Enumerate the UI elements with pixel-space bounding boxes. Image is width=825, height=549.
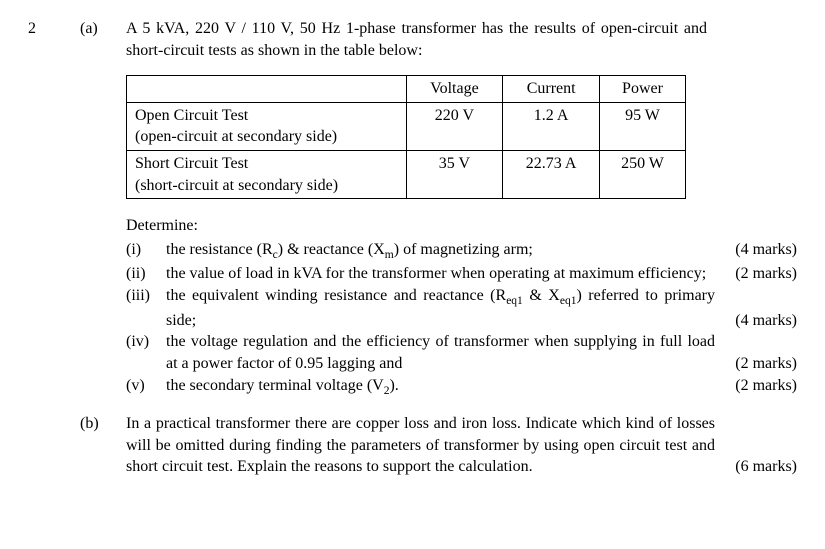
table-cell: 95 W	[600, 102, 686, 150]
list-item: (i) the resistance (Rc) & reactance (Xm)…	[126, 239, 797, 264]
table-cell: 35 V	[406, 150, 503, 198]
determine-block: Determine: (i) the resistance (Rc) & rea…	[28, 215, 797, 399]
item-marks: (4 marks)	[715, 239, 797, 264]
part-b-marks: (6 marks)	[715, 456, 797, 478]
item-text: the equivalent winding resistance and re…	[166, 285, 715, 331]
item-index: (iv)	[126, 331, 166, 374]
list-item: (iv) the voltage regulation and the effi…	[126, 331, 797, 374]
part-a-content: A 5 kVA, 220 V / 110 V, 50 Hz 1-phase tr…	[126, 18, 797, 215]
row-label-line1: Short Circuit Test	[135, 155, 248, 172]
table-row: Short Circuit Test (short-circuit at sec…	[127, 150, 686, 198]
item-marks: (4 marks)	[715, 310, 797, 332]
part-b-content: In a practical transformer there are cop…	[126, 413, 797, 478]
item-text: the value of load in kVA for the transfo…	[166, 263, 715, 285]
table-cell: 220 V	[406, 102, 503, 150]
question-number: 2	[28, 18, 80, 215]
row-label-line1: Open Circuit Test	[135, 107, 248, 124]
part-a-intro: A 5 kVA, 220 V / 110 V, 50 Hz 1-phase tr…	[126, 18, 707, 61]
item-index: (iii)	[126, 285, 166, 331]
item-marks: (2 marks)	[715, 353, 797, 375]
row-label-line2: (short-circuit at secondary side)	[135, 177, 338, 194]
table-header: Current	[503, 76, 600, 103]
part-b-text: In a practical transformer there are cop…	[126, 413, 715, 478]
table-cell: 22.73 A	[503, 150, 600, 198]
table-cell: Short Circuit Test (short-circuit at sec…	[127, 150, 407, 198]
table-cell: 1.2 A	[503, 102, 600, 150]
list-item: (v) the secondary terminal voltage (V2).…	[126, 375, 797, 400]
table-header: Voltage	[406, 76, 503, 103]
list-item: (iii) the equivalent winding resistance …	[126, 285, 797, 331]
question-row: 2 (a) A 5 kVA, 220 V / 110 V, 50 Hz 1-ph…	[28, 18, 797, 215]
item-marks: (2 marks)	[715, 375, 797, 400]
table-cell: Open Circuit Test (open-circuit at secon…	[127, 102, 407, 150]
item-index: (v)	[126, 375, 166, 400]
row-label-line2: (open-circuit at secondary side)	[135, 128, 337, 145]
test-results-table: Voltage Current Power Open Circuit Test …	[126, 75, 686, 199]
table-header: Power	[600, 76, 686, 103]
table-cell: 250 W	[600, 150, 686, 198]
determine-content: Determine: (i) the resistance (Rc) & rea…	[126, 215, 797, 399]
item-text: the resistance (Rc) & reactance (Xm) of …	[166, 239, 715, 264]
table-header	[127, 76, 407, 103]
determine-heading: Determine:	[126, 215, 797, 237]
part-a-label: (a)	[80, 18, 126, 215]
item-index: (i)	[126, 239, 166, 264]
item-marks: (2 marks)	[715, 263, 797, 285]
table-row: Open Circuit Test (open-circuit at secon…	[127, 102, 686, 150]
part-b-row: (b) In a practical transformer there are…	[28, 413, 797, 478]
part-b-label: (b)	[80, 413, 126, 478]
item-index: (ii)	[126, 263, 166, 285]
item-text: the voltage regulation and the efficienc…	[166, 331, 715, 374]
item-text: the secondary terminal voltage (V2).	[166, 375, 715, 400]
table-header-row: Voltage Current Power	[127, 76, 686, 103]
list-item: (ii) the value of load in kVA for the tr…	[126, 263, 797, 285]
